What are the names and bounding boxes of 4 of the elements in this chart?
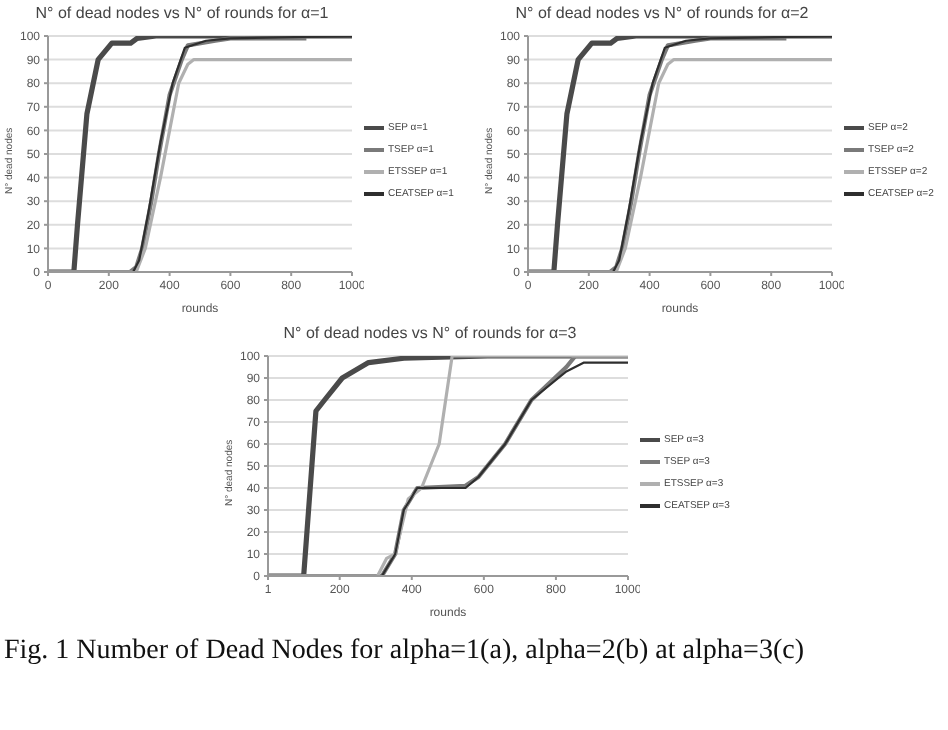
chart-title: N° of dead nodes vs N° of rounds for α=1	[33, 4, 331, 22]
chart-title: N° of dead nodes vs N° of rounds for α=2	[513, 4, 811, 22]
chart-title: N° of dead nodes vs N° of rounds for α=3	[281, 324, 579, 342]
caption: Fig. 1 Number of Dead Nodes for alpha=1(a), alpha=2(b) at alpha=3(c)	[4, 636, 806, 668]
